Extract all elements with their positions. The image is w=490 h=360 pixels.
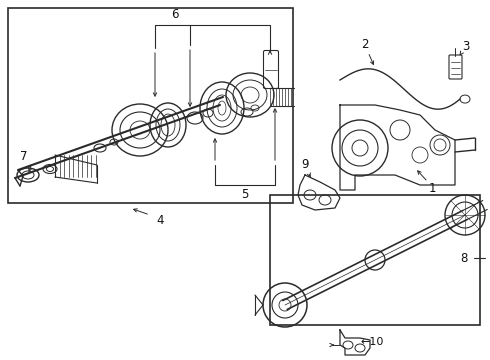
Text: 2: 2: [361, 39, 369, 51]
Text: ←10: ←10: [360, 337, 383, 347]
Bar: [8, 8, 293, 203]
Text: 8: 8: [461, 252, 468, 265]
Text: 7: 7: [20, 150, 28, 163]
Bar: [270, 195, 480, 325]
Text: 1: 1: [428, 181, 436, 194]
Text: 3: 3: [462, 40, 470, 54]
Text: 4: 4: [156, 213, 164, 226]
Text: 9: 9: [301, 158, 309, 171]
Text: 6: 6: [171, 8, 179, 21]
Text: 5: 5: [241, 189, 249, 202]
